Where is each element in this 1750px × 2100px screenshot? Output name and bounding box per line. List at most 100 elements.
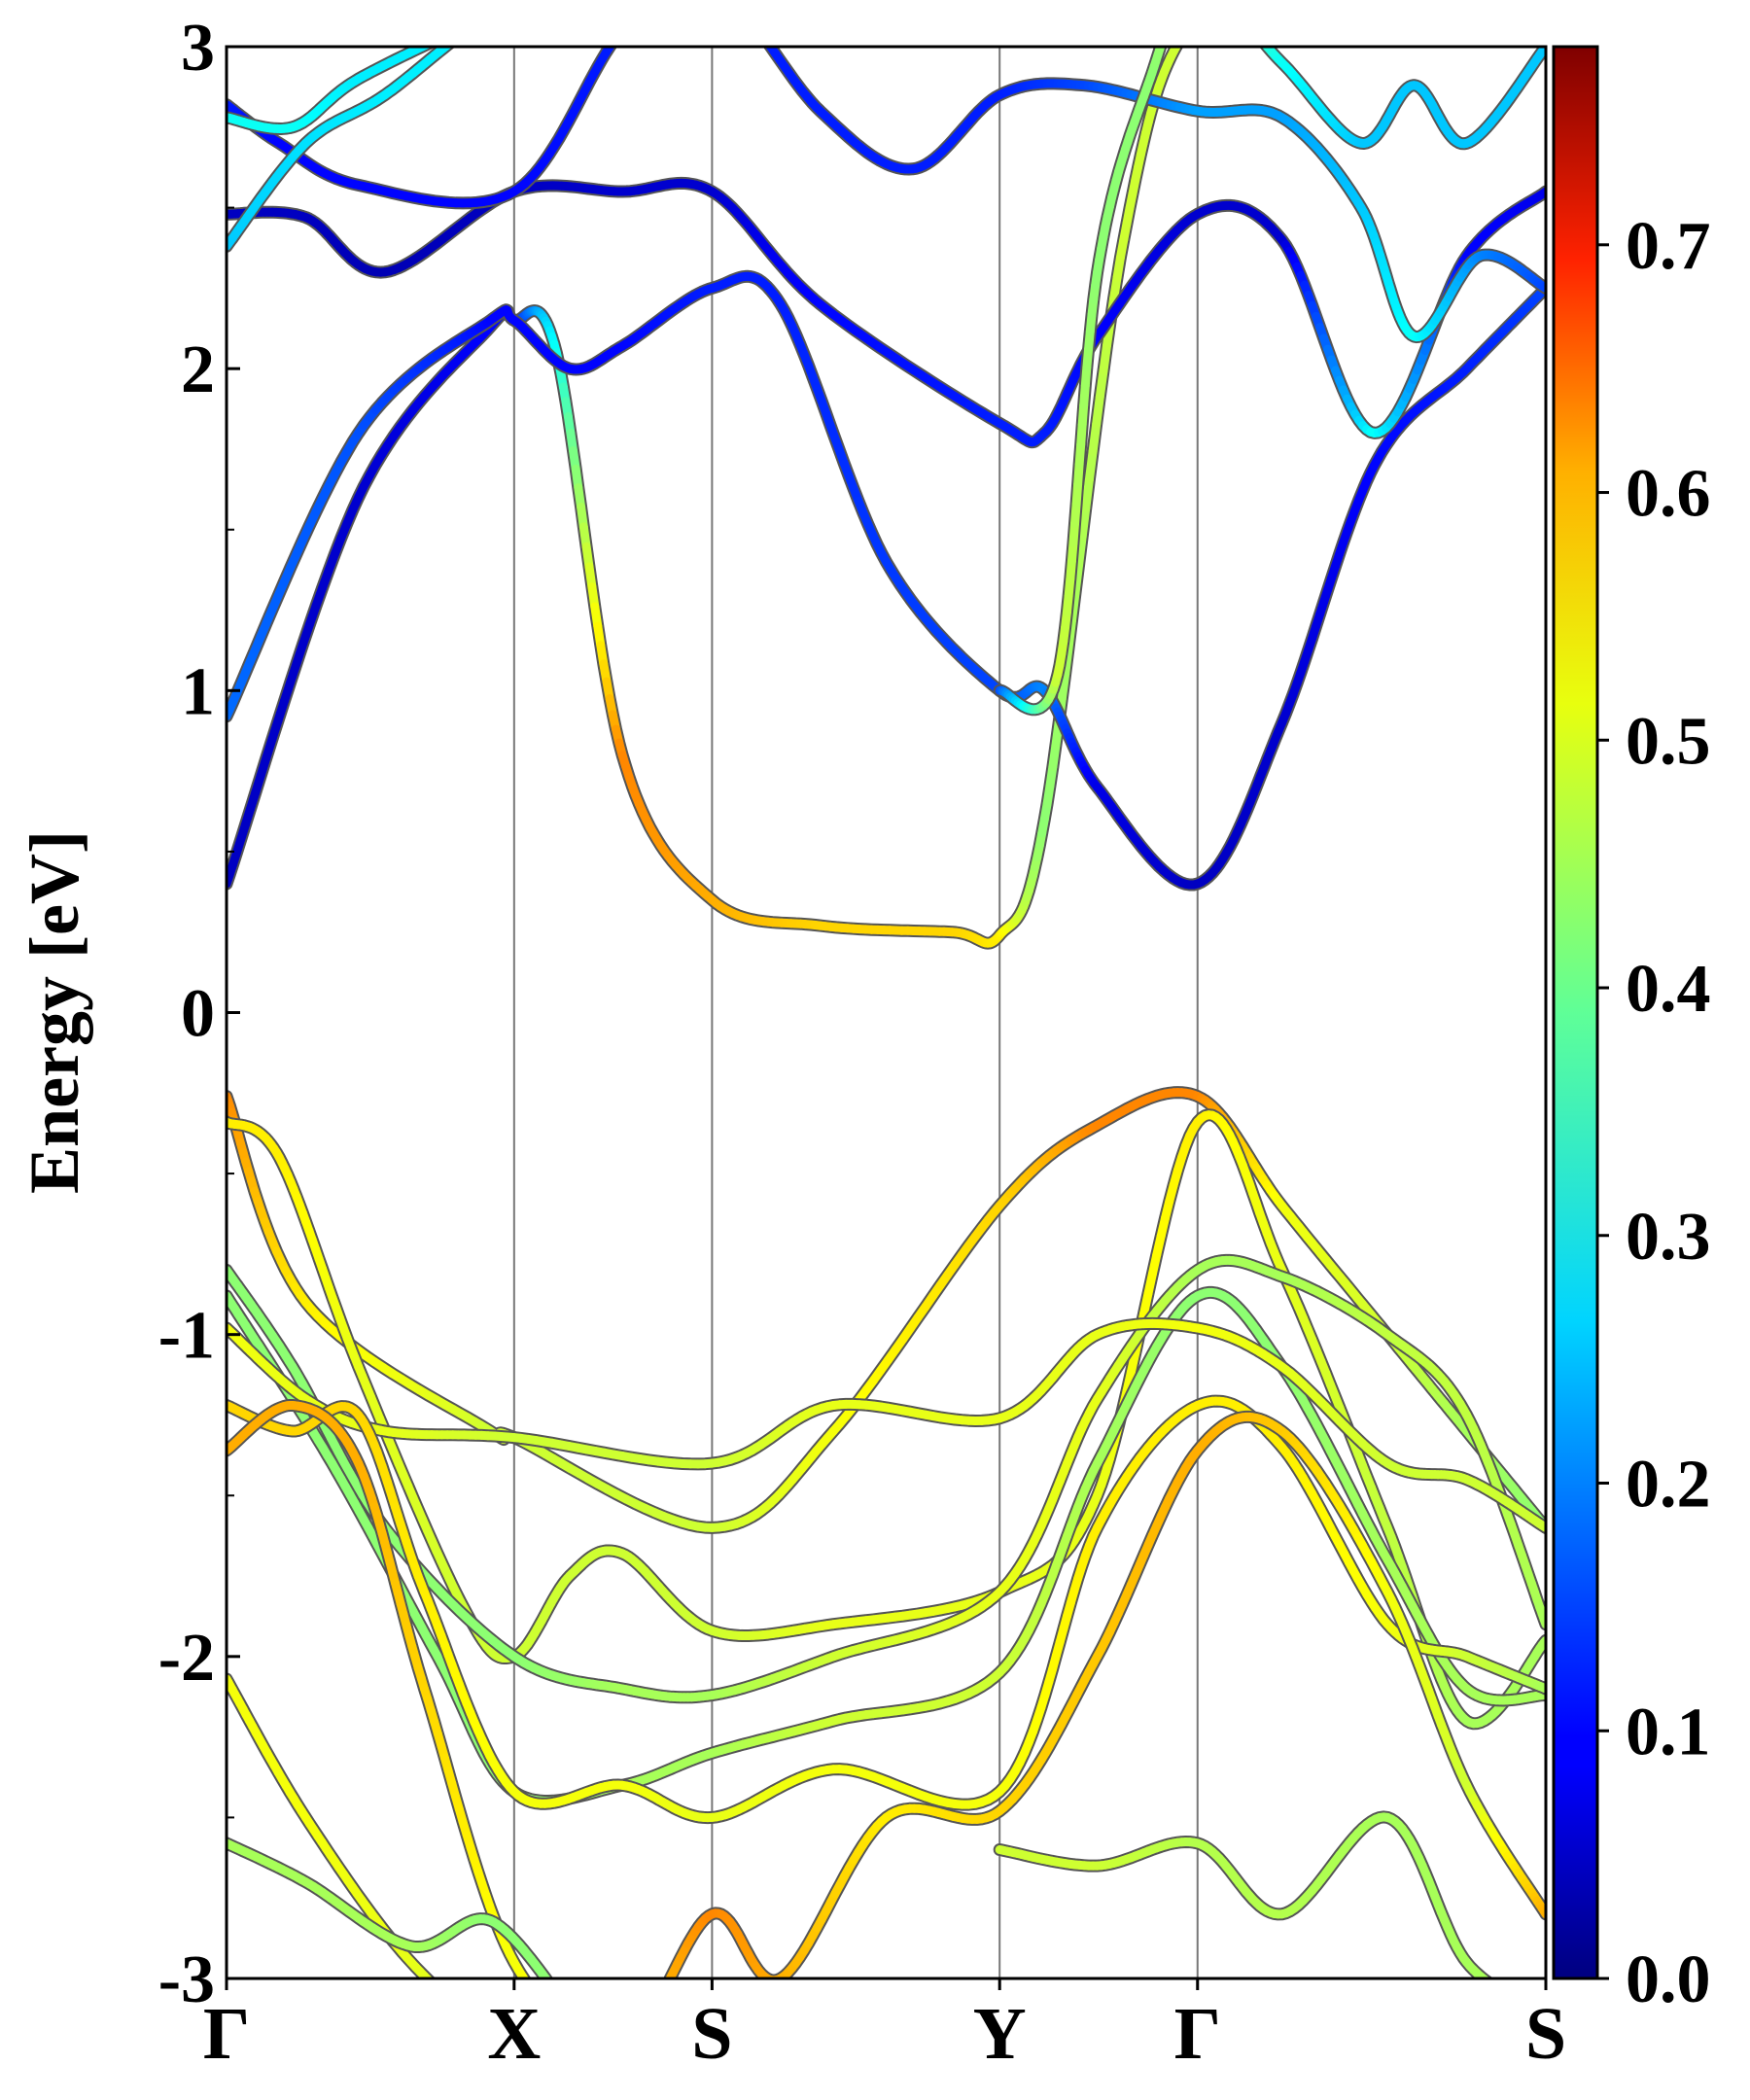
band-segment [441,1992,445,1996]
band-segment [601,2044,606,2045]
band-segment [1171,14,1172,18]
y-tick-label: 0 [181,977,215,1052]
colorbar-tick-label: 0.7 [1626,209,1711,284]
band-segment [436,38,442,41]
band-segment [1165,28,1167,33]
band-segment [589,2068,594,2069]
x-tick-label: S [1525,1993,1566,2075]
band-segment [549,1983,552,1988]
band-segment [573,2031,578,2034]
band-segment [1163,33,1165,39]
band-segment [1227,0,1231,3]
band-segment [1193,15,1198,20]
band-segment [506,3,511,6]
y-tick-label: 1 [181,654,215,729]
band-segment [570,2063,575,2064]
band-segment [1253,29,1257,34]
y-axis: -3 -2 -1 0 1 2 3 [158,11,240,2017]
band-segment [480,18,485,20]
band-segment [1172,9,1173,13]
band-segment [566,2006,568,2009]
band-segment [559,2060,564,2062]
band-segment [1492,1985,1496,1988]
band-segment [650,2009,654,2015]
band-14 [227,1399,1546,2045]
band-segment [734,0,739,4]
band-segment [756,27,761,34]
band-segment [1198,9,1203,15]
band-segment [1245,20,1249,25]
band-segment [634,14,638,18]
band-segment [443,47,453,50]
y-tick-label: -1 [158,1299,215,1374]
band-segment [607,2072,611,2073]
band-segment [545,2007,550,2012]
band-segment [472,2016,475,2019]
band-segment [1231,3,1235,7]
band-segment [548,2057,553,2059]
band-segment [1177,0,1179,1]
band-segment [592,2041,597,2043]
band-17 [993,1810,1522,2001]
band-segment [1172,47,1181,50]
band-segment [582,2037,587,2039]
band-segment [761,33,766,40]
band-segment [475,2019,479,2022]
band-segment [467,27,472,31]
band-segment [622,2042,626,2044]
band-segment [1070,560,1084,598]
band-segment [1189,20,1193,26]
band-segment [1081,474,1094,513]
band-segment [484,16,488,18]
band-segment [487,15,490,17]
band-segment [462,31,467,35]
band-segment [1169,18,1171,23]
band-segment [496,9,501,12]
band-segment [1249,25,1253,30]
band-segment [1257,34,1261,39]
band-segment [554,2016,559,2020]
bands-layer [227,0,1546,2073]
y-axis-label: Energy [eV] [16,830,93,1194]
colorbar-tick-label: 0.4 [1626,952,1711,1027]
x-tick-label: S [691,1993,732,2075]
band-segment [485,15,490,18]
band-segment [1208,0,1212,4]
band-segment [1519,1999,1522,2001]
band-segment [454,2003,458,2007]
band-segment [1496,1987,1500,1989]
band-segment [599,2070,603,2071]
band-segment [587,2039,592,2041]
x-tick-label: Γ [1174,1993,1221,2075]
band-segment [1095,366,1108,402]
colorbar-tick-label: 0.3 [1626,1200,1711,1275]
band-segment [752,20,756,26]
band-segment [1511,1996,1515,1998]
band-segment [475,20,480,23]
band-segment [1167,23,1169,28]
band-segment [638,10,642,14]
band-segment [1088,419,1102,456]
band-segment [1500,1990,1504,1992]
colorbar-axis: 0.0 0.1 0.2 0.3 0.4 0.5 0.6 0.7 [1597,209,1711,2017]
band-segment [1508,1994,1512,1996]
band-4 [227,0,1546,344]
band-segment [541,2001,545,2006]
band-segment [1155,47,1166,54]
band-segment [564,2024,569,2028]
band-segment [527,1983,532,1989]
band-segment [457,34,462,38]
band-segment [611,2072,614,2073]
band-segment [558,1996,561,2000]
band-segment [561,2000,564,2004]
band-segment [554,2058,559,2060]
band-2 [227,269,1546,892]
x-tick-label: Γ [203,1993,250,2075]
band-segment [646,3,649,7]
band-segment [631,2036,635,2040]
band-segment [738,4,743,10]
band-segment [559,2020,564,2024]
band-segment [458,2007,462,2010]
